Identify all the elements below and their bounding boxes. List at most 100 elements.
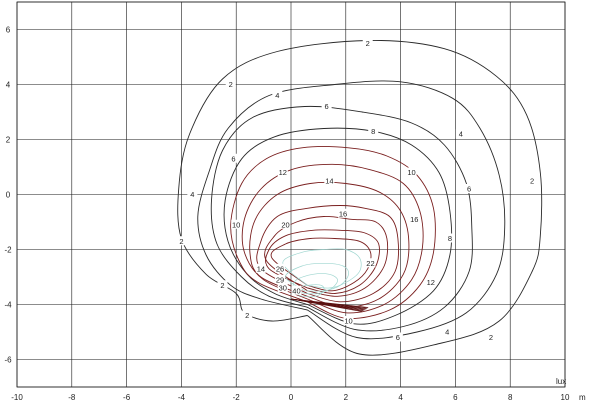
x-tick-label: 0 [289, 393, 294, 402]
contour-label-bg [217, 280, 228, 290]
source-edge-line [290, 298, 362, 312]
contour-label-bg [291, 285, 302, 295]
contour-label-4: 4 [459, 130, 463, 139]
x-tick-label: 8 [508, 393, 513, 402]
contour-label-20: 20 [281, 220, 289, 229]
contour-18 [264, 215, 389, 297]
contour-labels: 2222222444466668810101012121414161620222… [176, 38, 538, 342]
x-tick-label: 6 [453, 393, 458, 402]
contour-label-12: 12 [427, 278, 435, 287]
contour-label-bg [486, 332, 497, 342]
contour-label-10: 10 [232, 220, 240, 229]
contour-label-bg [343, 316, 354, 325]
contour-label-bg [275, 274, 286, 284]
contour-label-8: 8 [448, 234, 452, 243]
contour-label-14: 14 [257, 264, 265, 273]
contour-16 [256, 205, 399, 303]
contour-label-22: 22 [366, 259, 374, 268]
contour-label-30: 30 [279, 284, 287, 293]
contour-label-bg [527, 175, 538, 185]
contour-label-bg [176, 236, 187, 246]
x-axis-label: m [579, 393, 586, 402]
y-tick-label: 4 [6, 81, 11, 90]
contour-label-bg [425, 277, 436, 287]
y-tick-label: -6 [4, 356, 12, 365]
contour-label-2: 2 [245, 311, 249, 320]
contour-label-bg [272, 90, 283, 100]
contour-label-bg [324, 175, 335, 185]
contour-label-bg [365, 258, 376, 268]
contour-label-bg [444, 233, 455, 243]
contour-label-bg [406, 167, 417, 177]
y-tick-label: -4 [4, 301, 12, 310]
tick-labels: -10 -8 -6 -4 -2 0 2 4 6 8 10 -6 -4 -2 0 2 4 6 [4, 26, 570, 403]
contour-label-2: 2 [530, 176, 534, 185]
contour-label-bg [280, 219, 291, 229]
contour-6 [210, 105, 473, 332]
contour-label-bg [277, 167, 288, 177]
contour-label-10: 10 [344, 317, 352, 326]
contour-label-bg [255, 263, 266, 273]
contour-label-bg [187, 189, 198, 199]
y-tick-label: 0 [6, 191, 11, 200]
contour-label-bg [464, 184, 475, 193]
contour-label-bg [455, 129, 466, 138]
contour-10 [230, 146, 436, 319]
grid [16, 1, 566, 388]
contour-label-bg [368, 126, 379, 136]
contour-14 [249, 181, 410, 308]
contour-label-6: 6 [325, 102, 329, 111]
contour-label-bg [409, 214, 420, 224]
unit-label: lux [556, 377, 566, 386]
contour-label-bg [242, 310, 253, 320]
contour-label-bg [275, 263, 286, 273]
y-tick-label: 2 [6, 136, 11, 145]
y-tick-label: -2 [4, 246, 12, 255]
contour-22 [270, 237, 372, 292]
contour-label-6: 6 [231, 154, 235, 163]
contour-label-bg [277, 283, 288, 292]
x-tick-label: -2 [233, 393, 241, 402]
contour-label-14: 14 [325, 176, 333, 185]
contour-label-bg [231, 219, 242, 229]
contour-label-bg [321, 101, 332, 111]
contour-20 [265, 229, 380, 294]
contour-label-2: 2 [229, 80, 233, 89]
x-tick-label: 10 [561, 393, 570, 402]
contour-label-40: 40 [292, 286, 300, 295]
contour-label-29: 29 [276, 275, 284, 284]
contour-label-4: 4 [445, 328, 449, 337]
contour-label-26: 26 [276, 264, 284, 273]
contour-label-2: 2 [489, 333, 493, 342]
contour-label-16: 16 [339, 209, 347, 218]
contour-label-2: 2 [220, 281, 224, 290]
contour-label-2: 2 [179, 237, 183, 246]
contour-label-16: 16 [410, 215, 418, 224]
plot-frame [16, 1, 566, 388]
x-tick-label: -10 [11, 393, 23, 402]
contour-label-2: 2 [366, 39, 370, 48]
contour-label-4: 4 [275, 91, 279, 100]
contour-label-bg [392, 332, 403, 342]
contour-label-8: 8 [371, 127, 375, 136]
contour-label-10: 10 [407, 168, 415, 177]
contour-label-bg [338, 208, 349, 218]
x-tick-label: 4 [398, 393, 403, 402]
contour-label-bg [442, 327, 453, 336]
contour-label-bg [362, 38, 373, 48]
x-tick-label: 2 [344, 393, 349, 402]
contour-label-12: 12 [279, 168, 287, 177]
x-tick-label: -6 [123, 393, 131, 402]
x-tick-label: -4 [178, 393, 186, 402]
contour-label-4: 4 [190, 190, 194, 199]
contour-label-6: 6 [467, 185, 471, 194]
contour-26 [282, 248, 362, 289]
contour-12 [241, 163, 424, 314]
contour-label-bg [225, 79, 236, 89]
x-tick-label: -8 [68, 393, 76, 402]
contour-label-bg [228, 153, 239, 163]
contour-label-6: 6 [396, 333, 400, 342]
